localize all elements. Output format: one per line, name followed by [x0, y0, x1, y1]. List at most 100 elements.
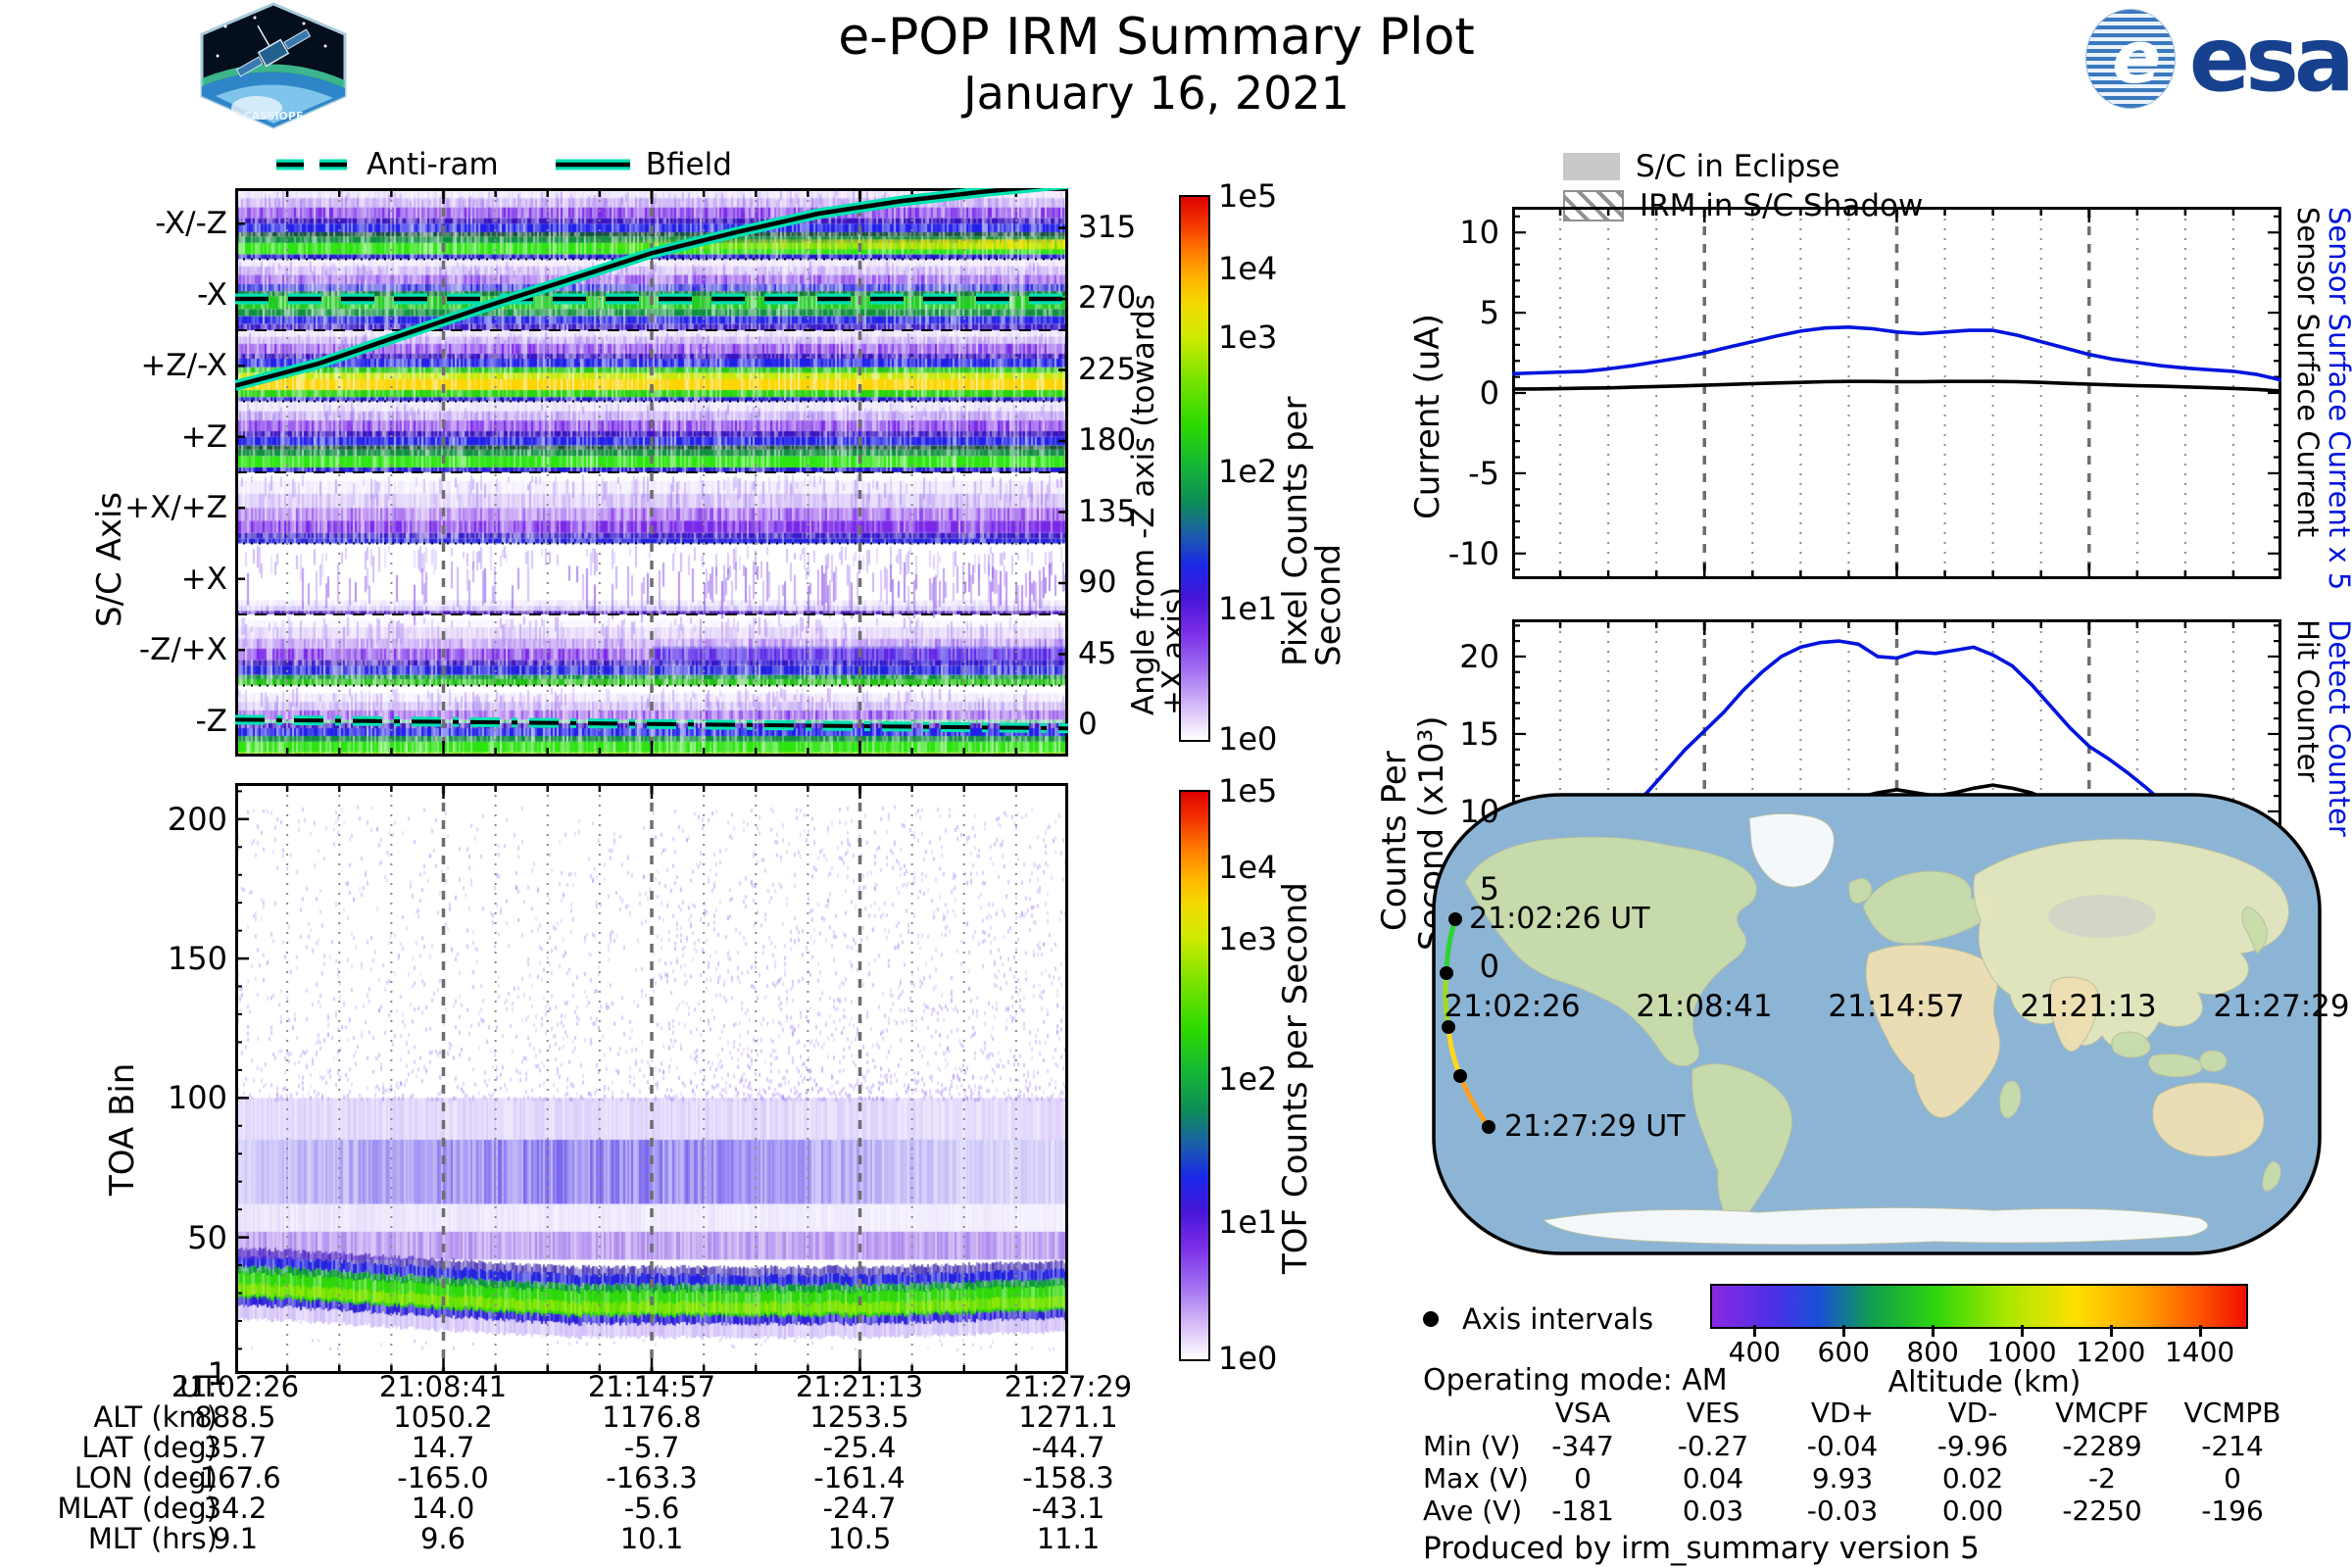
current-ytick-label: -5 [1468, 454, 1499, 492]
angle-tick-label: 135 [1078, 493, 1137, 529]
ephemeris-cell: 21:02:26 [171, 1370, 300, 1403]
ephemeris-row-label: UT [179, 1370, 218, 1403]
colorbar-tick-label: 1e1 [1218, 590, 1278, 627]
current-ytick-label: 10 [1459, 214, 1499, 252]
colorbar-tick-label: 1e0 [1218, 1340, 1278, 1377]
esa-wordmark: esa [2188, 6, 2352, 112]
toa-tick-label: 1 [207, 1355, 227, 1393]
altitude-tick-label: 1400 [2164, 1336, 2235, 1368]
counts-ytick-label: 5 [1479, 869, 1499, 907]
time-tick-label: 21:27:29 [2213, 989, 2350, 1024]
sc-axis-row-label: +X/+Z [124, 490, 227, 526]
sc-axis-row-label: -X [197, 276, 227, 313]
track-start-label: 21:02:26 UT [1469, 902, 1650, 936]
sc-axis-row-label: +Z [180, 418, 227, 455]
voltage-cell: 9.93 [1811, 1462, 1874, 1494]
status-legend: S/C in Eclipse IRM in S/C Shadow [1563, 147, 2308, 223]
altitude-tick-mark [1932, 1325, 1936, 1337]
toa-tick-label: 150 [167, 940, 227, 978]
ephemeris-cell: 35.7 [203, 1431, 268, 1464]
axis-interval-dot-icon [1423, 1311, 1439, 1327]
colorbar-tick-label: 1e3 [1218, 920, 1278, 957]
ephemeris-cell: -44.7 [1031, 1431, 1105, 1464]
ephemeris-cell: 21:21:13 [795, 1370, 924, 1403]
pixel-counts-colorbar [1179, 195, 1210, 742]
angle-tick-label: 45 [1078, 635, 1117, 671]
angle-tick-label: 180 [1078, 422, 1137, 458]
colorbar-tick-label: 1e4 [1218, 250, 1278, 287]
ephemeris-cell: 14.7 [411, 1431, 475, 1464]
current-ytick-label: -10 [1447, 534, 1499, 572]
cassiope-mission-badge: CASSIOPE [196, 2, 351, 129]
altitude-tick-mark [1753, 1325, 1757, 1337]
colorbar-tick-label: 1e1 [1218, 1203, 1278, 1241]
voltage-cell: 0 [1574, 1462, 1592, 1494]
esa-globe-icon: e [2085, 9, 2176, 109]
cassiope-badge-icon: CASSIOPE [200, 2, 347, 129]
colorbar-tick-label: 1e3 [1218, 318, 1278, 356]
figure-date: January 16, 2021 [963, 67, 1349, 120]
voltage-column-header: VES [1686, 1396, 1740, 1429]
ephemeris-cell: -167.6 [189, 1461, 281, 1494]
orientation-legend-label: Bfield [645, 147, 732, 182]
voltage-cell: -214 [2201, 1430, 2264, 1462]
gray-swatch-icon [1563, 153, 1620, 180]
colorbar-tick-label: 1e2 [1218, 1060, 1278, 1098]
voltage-cell: -2289 [2062, 1430, 2142, 1462]
altitude-tick-mark [1842, 1325, 1846, 1337]
voltage-column-header: VSA [1554, 1396, 1611, 1429]
cassiope-badge-text: CASSIOPE [244, 110, 304, 122]
counts-ylabel-line1: Counts Per [1375, 751, 1414, 931]
ephemeris-row-label: LAT (deg) [81, 1431, 218, 1464]
counts-ytick-label: 20 [1459, 637, 1499, 675]
toa-tick-label: 100 [167, 1079, 227, 1117]
ephemeris-cell: 1176.8 [602, 1400, 702, 1434]
voltage-column-header: VD- [1947, 1396, 1998, 1429]
page-title: e-POP IRM Summary Plot January 16, 2021 [686, 8, 1627, 120]
status-legend-item: IRM in S/C Shadow [1563, 186, 1923, 225]
angle-tick-label: 270 [1078, 280, 1137, 316]
sc-axis-row-label: -X/-Z [155, 206, 227, 242]
ephemeris-cell: 9.6 [419, 1522, 466, 1555]
orientation-legend-swatch-dashed-icon [276, 159, 351, 171]
ephemeris-cell: 21:27:29 [1004, 1370, 1133, 1403]
colorbar-tick-label: 1e2 [1218, 453, 1278, 490]
orientation-legend-item: Bfield [554, 145, 732, 184]
voltage-cell: -0.03 [1806, 1494, 1879, 1527]
voltage-row-label: Ave (V) [1423, 1494, 1523, 1527]
time-tick-label: 21:02:26 [1444, 989, 1581, 1024]
ephemeris-cell: -24.7 [822, 1492, 897, 1525]
voltage-cell: -0.27 [1677, 1430, 1749, 1462]
sc-axis-row-label: +Z/-X [140, 348, 227, 384]
colorbar-tick-label: 1e0 [1218, 720, 1278, 758]
voltage-cell: -196 [2201, 1494, 2264, 1527]
altitude-colorbar [1710, 1284, 2248, 1329]
figure-title: e-POP IRM Summary Plot [838, 8, 1475, 67]
altitude-tick-mark [2198, 1325, 2202, 1337]
hit-counter-label: Hit Counter [2291, 619, 2325, 783]
ephemeris-cell: -165.0 [397, 1461, 489, 1494]
toa-spectrogram-overlay [235, 783, 1068, 1374]
angle-tick-label: 90 [1078, 564, 1117, 600]
voltage-cell: 0.02 [1941, 1462, 2004, 1494]
voltage-cell: 0.04 [1682, 1462, 1744, 1494]
status-legend-label: IRM in S/C Shadow [1640, 188, 1924, 223]
altitude-colorbar-label: Altitude (km) [1887, 1365, 2082, 1399]
altitude-tick-label: 1200 [2076, 1336, 2146, 1368]
ephemeris-row-label: LON (deg) [74, 1461, 218, 1494]
angle-tick-label: 0 [1078, 707, 1098, 742]
sensor-surface-current-label: Sensor Surface Current [2291, 207, 2325, 538]
voltage-column-header: VCMPB [2183, 1396, 2281, 1429]
toa-bin-ylabel: TOA Bin [103, 1062, 142, 1196]
current-ytick-label: 0 [1479, 374, 1499, 412]
voltage-cell: -347 [1551, 1430, 1614, 1462]
colorbar-tick-label: 1e5 [1218, 772, 1278, 809]
detect-counter-label: Detect Counter [2323, 619, 2352, 837]
track-end-label: 21:27:29 UT [1504, 1109, 1686, 1144]
voltage-row-label: Max (V) [1423, 1462, 1529, 1494]
hatched-swatch-icon [1563, 190, 1624, 221]
voltage-row-label: Min (V) [1423, 1430, 1521, 1462]
ephemeris-cell: 34.2 [203, 1492, 268, 1525]
ephemeris-cell: -43.1 [1031, 1492, 1105, 1525]
sc-axis-row-label: -Z [195, 703, 227, 739]
